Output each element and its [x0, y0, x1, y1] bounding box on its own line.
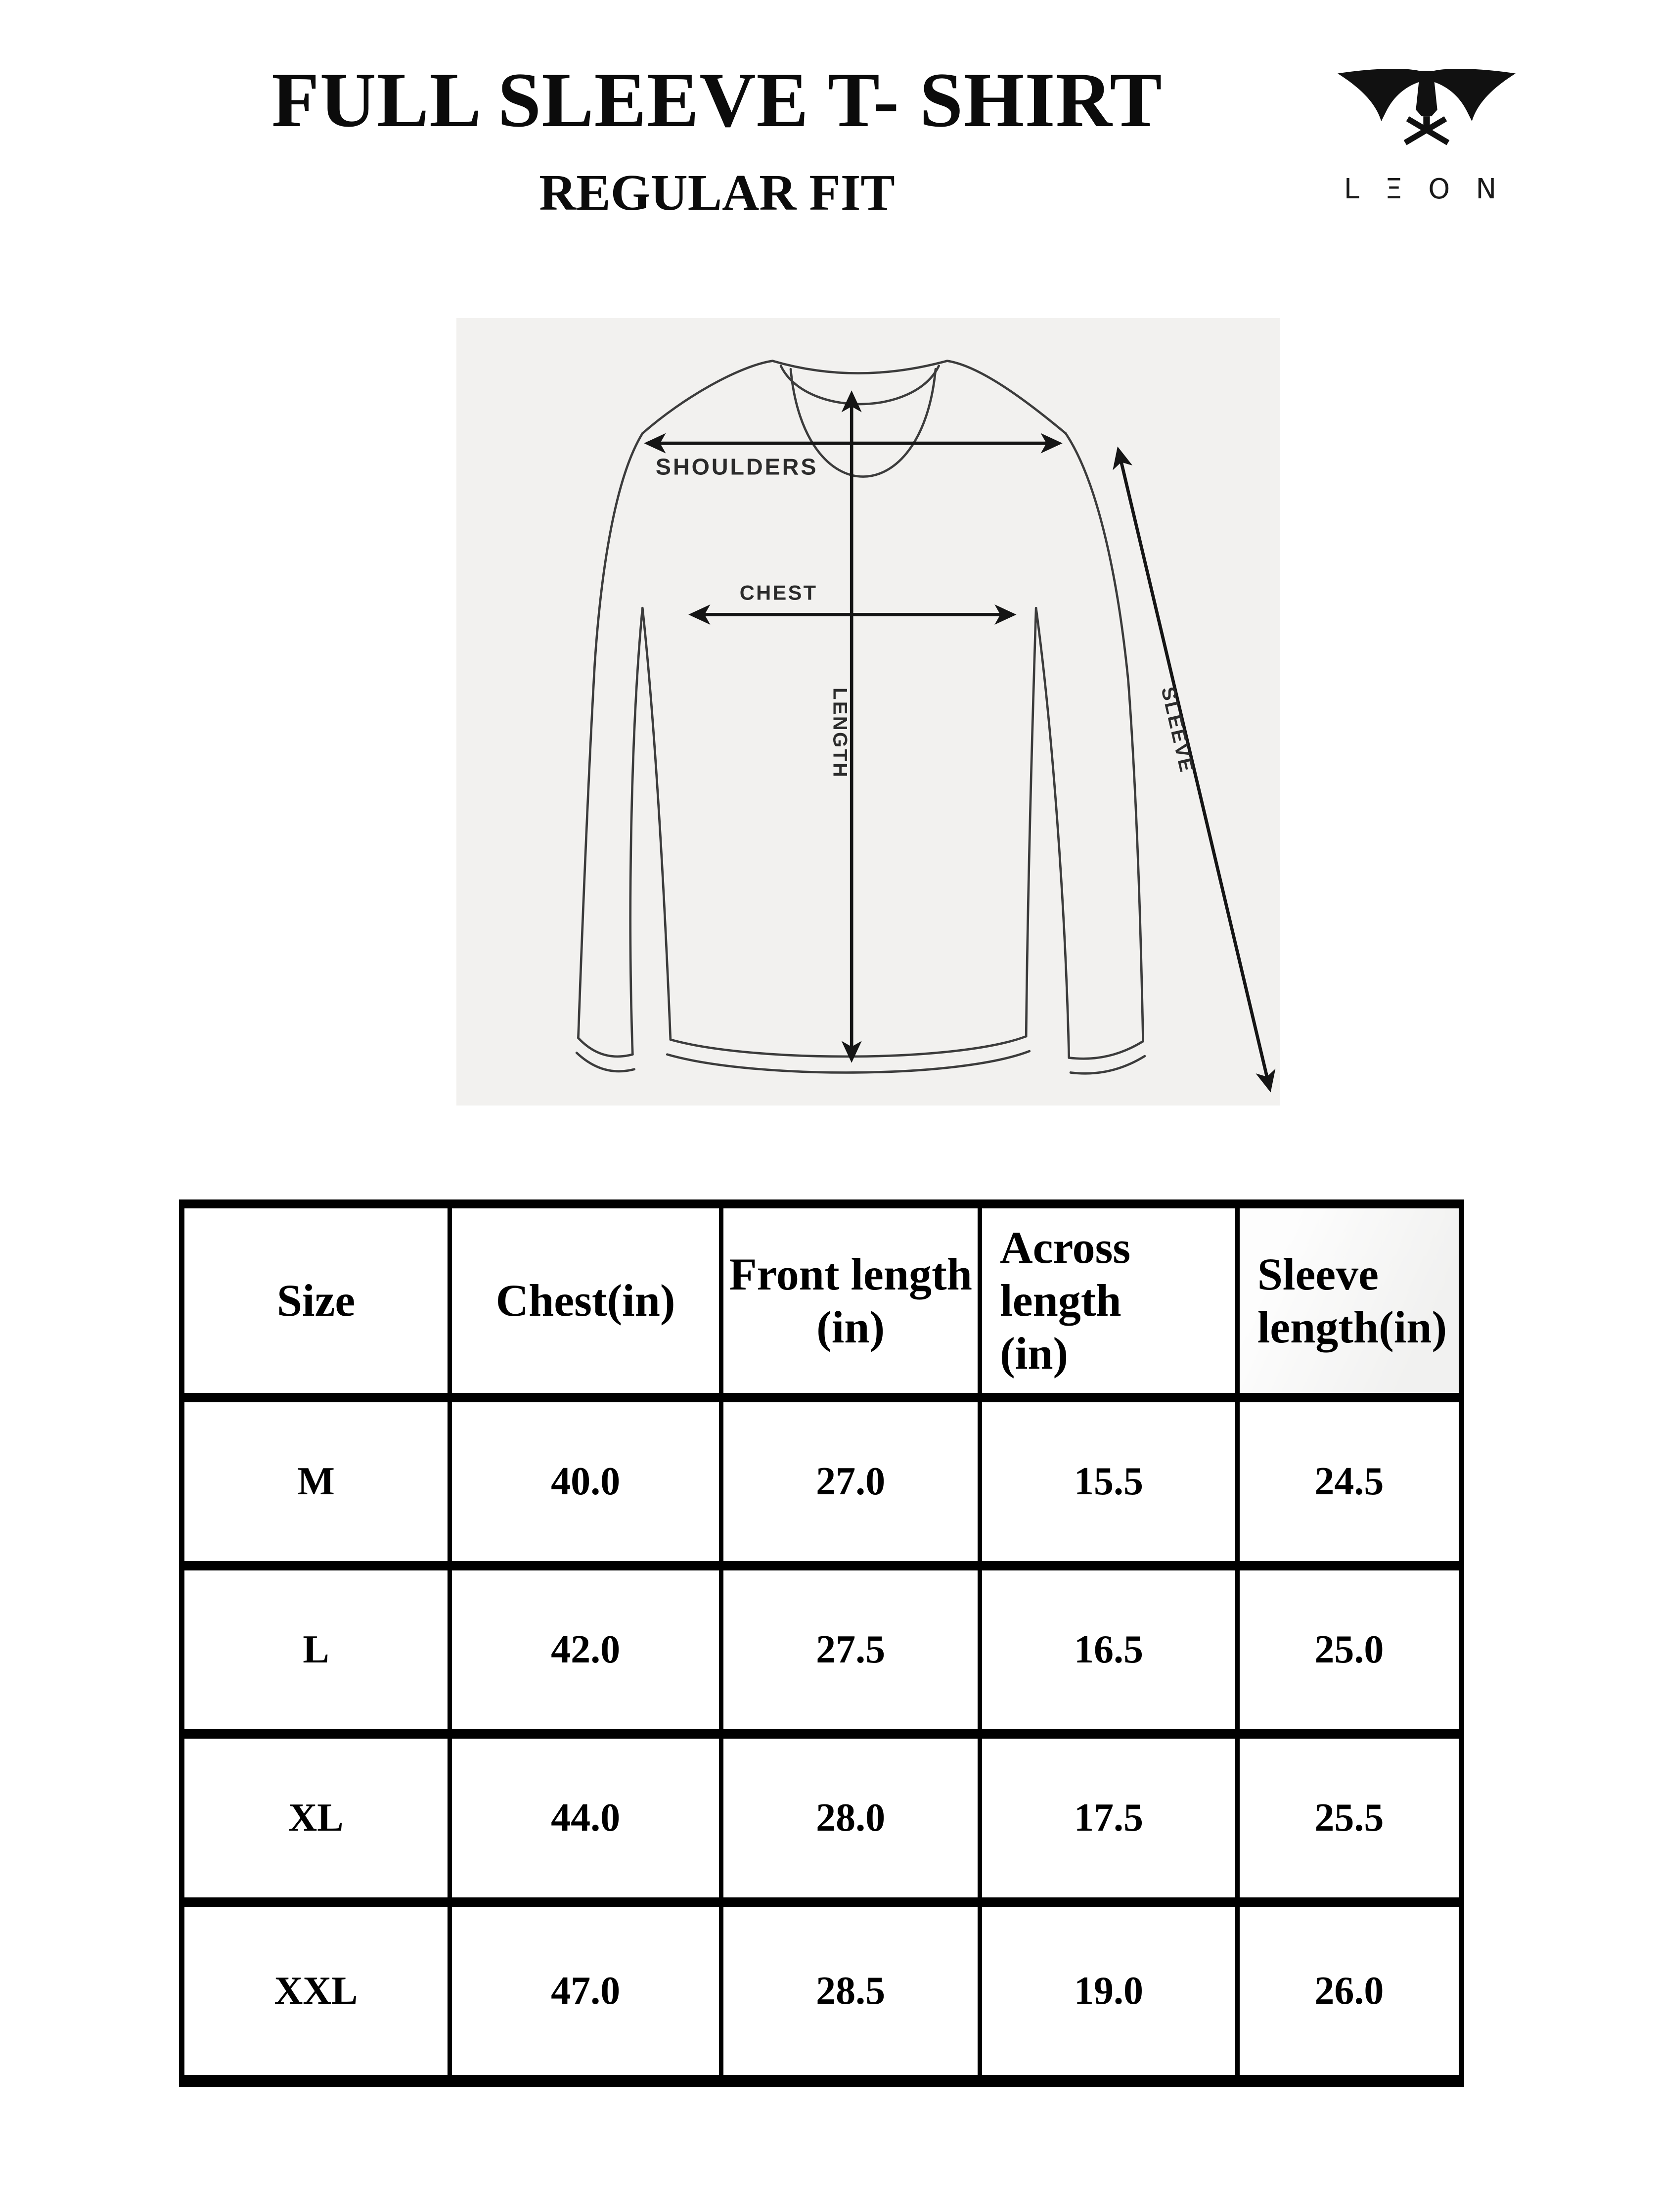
size-chart-table: Size Chest(in) Front length (in) Across … — [179, 1199, 1464, 2087]
table-row-m-sleeve-length: 24.5 — [1239, 1402, 1459, 1570]
measurement-arrows — [644, 390, 1276, 1093]
column-header-sleeve-length: Sleeve length(in) — [1239, 1208, 1459, 1402]
brand-wordmark: LΞON — [1344, 173, 1523, 205]
sleeve-label: SLEEVE — [1157, 685, 1198, 776]
column-header-front-length: Front length (in) — [723, 1208, 983, 1402]
brand-logo: LΞON — [1318, 64, 1535, 205]
lion-logo-icon — [1338, 68, 1516, 145]
column-header-chest: Chest(in) — [452, 1208, 724, 1402]
table-row-l-size: L — [184, 1570, 452, 1739]
column-header-across-length: Across length (in) — [982, 1208, 1240, 1402]
table-row-xxl-size: XXL — [184, 1907, 452, 2075]
chest-label: CHEST — [740, 581, 818, 604]
table-row-m-across-length: 15.5 — [982, 1402, 1240, 1570]
table-row-l-sleeve-length: 25.0 — [1239, 1570, 1459, 1739]
table-row-l-chest: 42.0 — [452, 1570, 724, 1739]
table-row-xxl-chest: 47.0 — [452, 1907, 724, 2075]
table-row-m-front-length: 27.0 — [723, 1402, 983, 1570]
shoulders-label: SHOULDERS — [656, 454, 818, 479]
page-title: FULL SLEEVE T- SHIRT — [271, 57, 1163, 143]
table-row-xl-front-length: 28.0 — [723, 1739, 983, 1907]
table-row-xl-across-length: 17.5 — [982, 1739, 1240, 1907]
page-subtitle: REGULAR FIT — [539, 164, 895, 221]
length-label: LENGTH — [829, 688, 851, 779]
table-row-xxl-front-length: 28.5 — [723, 1907, 983, 2075]
table-row-m-chest: 40.0 — [452, 1402, 724, 1570]
sleeve-arrow — [1113, 446, 1276, 1093]
table-row-xxl-sleeve-length: 26.0 — [1314, 1969, 1384, 2013]
table-row-l-across-length: 16.5 — [982, 1570, 1240, 1739]
table-row-xl-chest: 44.0 — [452, 1739, 724, 1907]
tshirt-measurement-diagram: SHOULDERS CHEST LENGTH SLEEVE — [456, 318, 1280, 1106]
table-row-l-front-length: 27.5 — [723, 1570, 983, 1739]
table-row-xl-sleeve-length: 25.5 — [1239, 1739, 1459, 1907]
table-row-m-size: M — [184, 1402, 452, 1570]
column-header-size: Size — [184, 1208, 452, 1402]
tshirt-diagram-svg: SHOULDERS CHEST LENGTH SLEEVE — [575, 360, 1276, 1093]
table-row-xxl-across-length: 19.0 — [982, 1907, 1240, 2075]
table-row-xl-size: XL — [184, 1739, 452, 1907]
